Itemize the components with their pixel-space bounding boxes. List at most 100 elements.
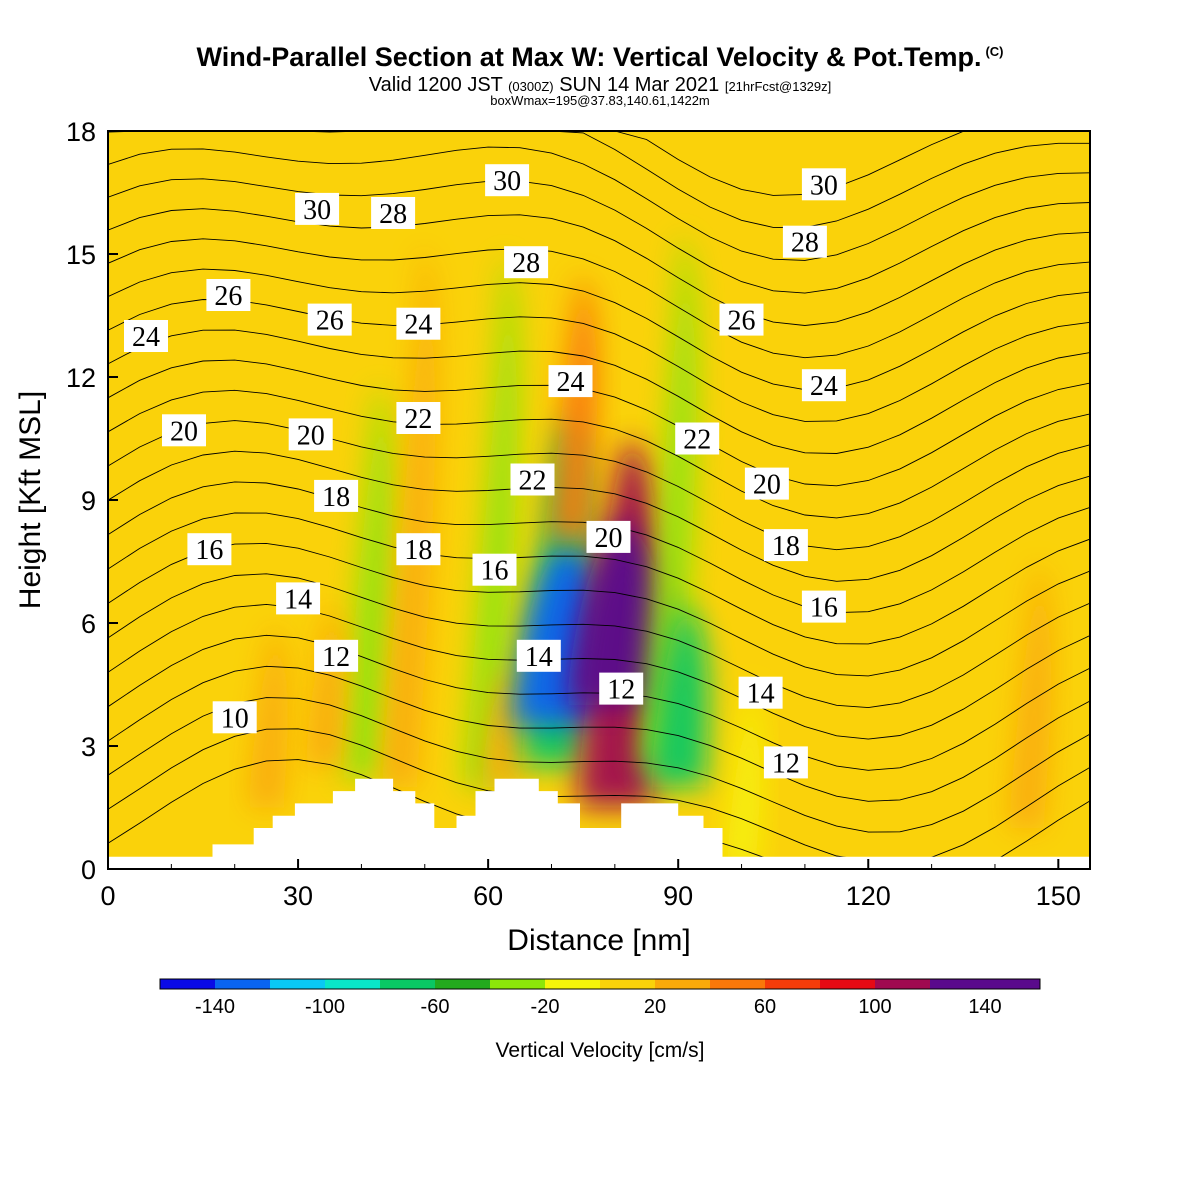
velocity-field — [108, 131, 1090, 869]
y-axis-title: Height [Kft MSL] — [14, 391, 47, 609]
svg-text:18: 18 — [404, 535, 432, 566]
velocity-cell-0 — [342, 385, 393, 779]
contour-label-23: 22 — [675, 422, 720, 456]
terrain-polygon — [108, 778, 1090, 869]
contour-label-32: 30 — [801, 168, 846, 201]
terrain-mask — [108, 778, 1090, 869]
theta-contour-24 — [108, 299, 1090, 422]
contour-label-14: 18 — [396, 533, 441, 566]
svg-text:22: 22 — [683, 425, 711, 456]
theta-contour-19 — [108, 450, 1090, 582]
svg-text:14: 14 — [525, 642, 553, 673]
contour-label-5: 20 — [162, 414, 206, 447]
colorbar-label-6: 100 — [858, 996, 891, 1018]
theta-contour-14 — [108, 603, 1090, 740]
colorbar-swatch-12 — [820, 979, 876, 989]
svg-text:12: 12 — [607, 675, 635, 706]
colorbar-label-4: 20 — [644, 996, 666, 1018]
colorbar-swatch-4 — [380, 979, 436, 989]
contour-label-25: 20 — [744, 467, 789, 501]
svg-text:12: 12 — [322, 642, 350, 673]
svg-text:24: 24 — [557, 367, 585, 398]
svg-text:20: 20 — [595, 523, 623, 554]
contour-label-20: 30 — [485, 164, 530, 197]
contour-label-12: 24 — [396, 307, 441, 341]
velocity-cell-4 — [482, 664, 522, 787]
colorbar-swatch-11 — [765, 979, 821, 989]
svg-text:16: 16 — [810, 593, 838, 624]
svg-text:28: 28 — [791, 228, 819, 259]
y-tick-label-18: 18 — [66, 117, 96, 147]
contour-label-3: 16 — [187, 533, 232, 566]
colorbar-label-3: -20 — [531, 996, 560, 1018]
theta-contour-28 — [108, 178, 1090, 294]
contour-label-24: 26 — [719, 303, 764, 337]
contour-label-2: 14 — [276, 582, 321, 615]
svg-text:20: 20 — [753, 470, 781, 501]
colorbar-swatch-3 — [325, 979, 381, 989]
colorbar-swatch-1 — [215, 979, 271, 989]
contour-label-27: 16 — [801, 590, 846, 624]
theta-contour-16 — [108, 542, 1090, 677]
contour-label-30: 24 — [801, 369, 846, 402]
x-tick-label-150: 150 — [1036, 881, 1081, 911]
colorbar-swatch-5 — [435, 979, 491, 989]
svg-text:30: 30 — [303, 195, 331, 226]
velocity-cell-13 — [1009, 561, 1052, 828]
theta-contour-31 — [108, 131, 1090, 196]
theta-contour-20 — [108, 420, 1090, 551]
contour-label-8: 26 — [206, 279, 251, 312]
contour-label-31: 28 — [782, 225, 827, 259]
svg-text:16: 16 — [195, 535, 223, 566]
theta-contour-17 — [108, 512, 1090, 645]
svg-text:26: 26 — [728, 306, 756, 337]
theta-contour-27 — [108, 208, 1090, 326]
axes: 0 30 60 90 120 150 0 3 6 9 12 15 18 — [66, 117, 1081, 911]
contour-label-22: 12 — [599, 672, 644, 706]
svg-text:18: 18 — [772, 531, 800, 562]
colorbar-swatch-0 — [160, 979, 216, 989]
velocity-cell-7 — [550, 274, 598, 541]
colorbar-label-5: 60 — [754, 996, 776, 1018]
svg-text:22: 22 — [519, 466, 547, 497]
colorbar-swatch-14 — [930, 979, 986, 989]
theta-contour-15 — [108, 573, 1090, 709]
svg-text:24: 24 — [404, 310, 432, 341]
contour-label-19: 28 — [504, 246, 549, 279]
x-tick-label-60: 60 — [473, 881, 503, 911]
contour-label-10: 30 — [295, 192, 340, 226]
svg-text:12: 12 — [772, 748, 800, 779]
colorbar-label-7: 140 — [968, 996, 1001, 1018]
svg-text:10: 10 — [221, 703, 249, 734]
contour-label-4: 18 — [314, 479, 359, 513]
theta-contour-26 — [108, 238, 1090, 359]
contour-label-26: 18 — [763, 529, 808, 562]
theta-contour-12 — [108, 665, 1090, 802]
contour-label-21: 20 — [586, 520, 631, 554]
y-tick-label-12: 12 — [66, 363, 96, 393]
svg-text:14: 14 — [747, 679, 775, 710]
colorbar-swatch-13 — [875, 979, 931, 989]
contour-label-1: 12 — [314, 639, 359, 673]
svg-text:20: 20 — [297, 420, 325, 451]
colorbar-swatch-2 — [270, 979, 326, 989]
contour-label-7: 24 — [124, 320, 168, 353]
x-tick-label-90: 90 — [663, 881, 693, 911]
contour-labels: 10 12 14 16 18 20 20 24 26 26 30 28 24 22 18 16 14 22 24 28… — [124, 164, 846, 779]
svg-text:16: 16 — [481, 556, 509, 587]
contour-label-15: 16 — [472, 553, 517, 587]
colorbar-swatch-9 — [655, 979, 711, 989]
contour-label-13: 22 — [396, 402, 441, 435]
colorbar-label-1: -100 — [305, 996, 345, 1018]
velocity-cell-3 — [464, 254, 519, 787]
svg-text:14: 14 — [284, 584, 312, 615]
colorbar-swatch-7 — [545, 979, 601, 989]
colorbar-swatch-10 — [710, 979, 766, 989]
velocity-cell-14 — [248, 623, 289, 808]
x-tick-label-30: 30 — [283, 881, 313, 911]
theta-contour-29 — [108, 146, 1090, 261]
y-tick-label-0: 0 — [81, 855, 96, 885]
x-axis-title: Distance [nm] — [507, 924, 690, 957]
chart-subtitle-box-info: boxWmax=195@37.83,140.61,1422m — [490, 93, 710, 108]
theta-contour-30 — [108, 131, 1090, 228]
